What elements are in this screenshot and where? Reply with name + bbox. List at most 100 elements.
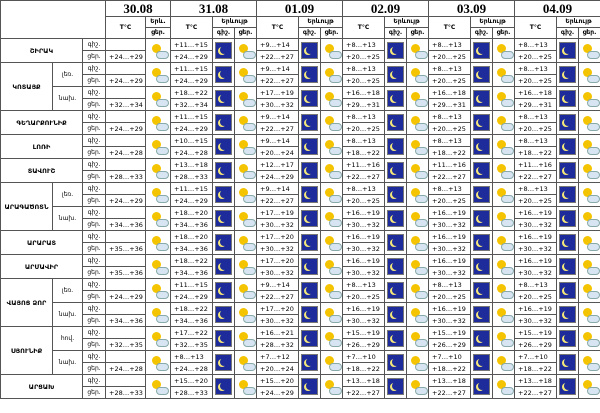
weather-icon: [409, 90, 428, 107]
temperature: +20…+25: [428, 290, 471, 303]
table-row: ՍՅՈՒՆԻՔ հով. գիշ. +17…+22 +16…+21 +15…+19 +15……: [0, 326, 600, 375]
icon-cell: [556, 374, 579, 399]
temperature: +8…+13: [514, 62, 557, 75]
phen-header: Երևույթ: [298, 16, 343, 28]
weather-icon: [387, 234, 404, 251]
temperature: +29…+31: [428, 98, 471, 111]
temperature: +16…+19: [342, 302, 385, 315]
weather-icon: [409, 42, 428, 59]
temperature: +24…+28: [105, 146, 146, 159]
zone-label: նախ.: [52, 350, 83, 375]
temperature: +32…+35: [105, 338, 146, 351]
weather-icon: [323, 42, 342, 59]
weather-icon: [215, 66, 232, 83]
region-name: ԱՐԱՐԱՏ: [0, 230, 83, 255]
weather-icon: [409, 378, 428, 395]
temperature: +8…+13: [342, 182, 385, 195]
icon-cell: [212, 86, 235, 111]
icon-cell: [406, 62, 429, 87]
icon-cell: [406, 230, 429, 255]
icon-cell: [492, 302, 515, 327]
temperature: +34…+36: [170, 218, 213, 231]
weather-icon: [215, 258, 232, 275]
table-row: ցեր. +28…+33 +28…+33 +24…+29 +22…+27 +22…+27 +…: [1, 386, 600, 399]
temperature: +30…+32: [256, 266, 299, 279]
icon-cell: [320, 206, 343, 231]
weather-icon: [237, 114, 256, 131]
icon-cell: [320, 326, 343, 351]
temperature: +20…+25: [342, 122, 385, 135]
weather-icon: [409, 186, 428, 203]
weather-icon: [581, 162, 600, 179]
zone-label: հով.: [52, 326, 83, 351]
temperature: +22…+27: [342, 386, 385, 399]
icon-cell: [145, 110, 171, 135]
table-row: ԼՈՌԻ գիշ. +10…+15 +9…+14 +8…+13 +8…+13 +8…+13: [0, 134, 600, 159]
table-row: ՏԱՎՈՒՇ գիշ. +13…+18 +12…+17 +11…+16 +11…+16 +1…: [0, 158, 600, 183]
temperature: +22…+27: [514, 170, 557, 183]
icon-cell: [470, 326, 493, 351]
weather-icon: [581, 210, 600, 227]
weather-icon: [149, 306, 169, 323]
weather-icon: [495, 186, 514, 203]
temperature: +7…+10: [514, 350, 557, 363]
icon-cell: [556, 38, 579, 63]
temperature: +35…+36: [105, 266, 146, 279]
weather-icon: [559, 210, 576, 227]
icon-cell: [406, 350, 429, 375]
period-label: գիշ.: [82, 134, 106, 147]
date-header: 30.08: [105, 0, 171, 17]
temperature: +9…+14: [256, 278, 299, 291]
weather-icon: [387, 282, 404, 299]
temperature: +8…+13: [514, 38, 557, 51]
weather-icon: [495, 354, 514, 371]
temperature: +20…+25: [342, 290, 385, 303]
icon-cell: [492, 182, 515, 207]
day-header: ցեր.: [320, 27, 343, 39]
temperature: +28…+33: [105, 386, 146, 399]
icon-cell: [145, 62, 171, 87]
temperature: +20…+25: [514, 50, 557, 63]
phen-header: Երևույթ: [212, 16, 257, 28]
weather-icon: [559, 186, 576, 203]
table-row: նախ. գիշ. +18…+22 +17…+20 +16…+19 +16…+19 +16……: [1, 302, 600, 327]
temperature: +11…+15: [170, 62, 213, 75]
weather-icon: [237, 354, 256, 371]
weather-icon: [149, 162, 169, 179]
weather-icon: [301, 354, 318, 371]
icon-cell: [492, 158, 515, 183]
temperature: +16…+19: [342, 230, 385, 243]
temperature: +20…+25: [342, 50, 385, 63]
table-row: ԳԵՂԱՐՔՈՒՆԻՔ գիշ. +11…+15 +9…+14 +8…+13 +8…+13…: [0, 110, 600, 135]
weather-icon: [387, 66, 404, 83]
icon-cell: [556, 206, 579, 231]
icon-cell: [298, 326, 321, 351]
weather-icon: [559, 354, 576, 371]
weather-icon: [387, 138, 404, 155]
weather-icon: [495, 162, 514, 179]
icon-cell: [578, 134, 600, 159]
weather-icon: [495, 282, 514, 299]
icon-cell: [578, 86, 600, 111]
icon-cell: [578, 278, 600, 303]
period-label: ցեր.: [82, 218, 106, 231]
weather-icon: [473, 186, 490, 203]
temperature: +12…+17: [256, 158, 299, 171]
night-header: գիշ.: [384, 27, 407, 39]
icon-cell: [470, 182, 493, 207]
temperature: +32…+34: [105, 98, 146, 111]
icon-cell: [556, 278, 579, 303]
temp-empty: [105, 38, 146, 51]
icon-cell: [578, 374, 600, 399]
region-name: ԼՈՌԻ: [0, 134, 83, 159]
temperature: +29…+31: [514, 98, 557, 111]
temp-empty: [105, 350, 146, 363]
temperature: +30…+32: [428, 266, 471, 279]
temperature: +30…+32: [428, 242, 471, 255]
weather-icon: [215, 354, 232, 371]
icon-cell: [320, 182, 343, 207]
weather-icon: [301, 162, 318, 179]
icon-cell: [470, 62, 493, 87]
temperature: +22…+27: [256, 74, 299, 87]
temperature: +20…+25: [514, 122, 557, 135]
